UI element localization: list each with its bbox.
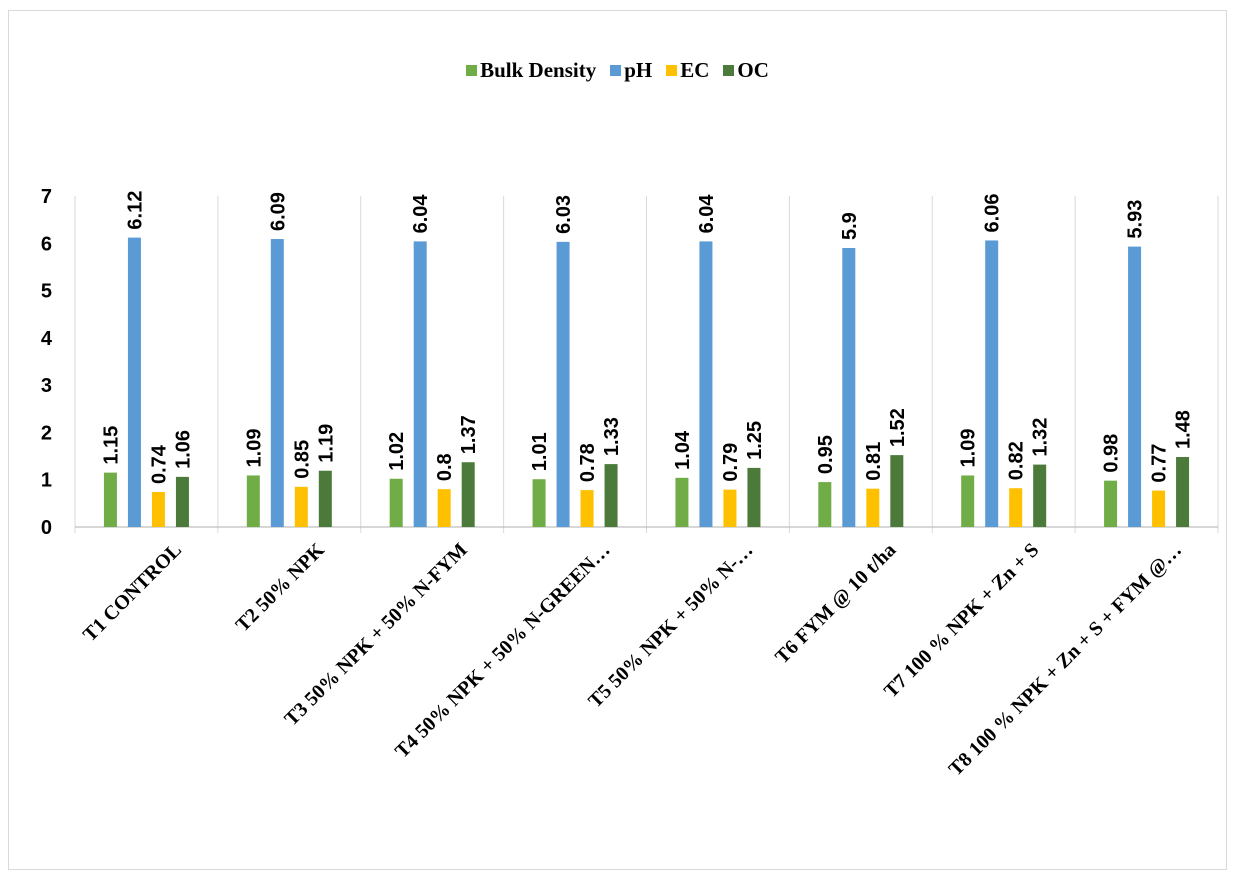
bar-bulk-density[interactable] [675,477,689,527]
bar-ph[interactable] [1128,246,1142,528]
bar-oc[interactable] [318,470,332,527]
y-tick-label: 7 [41,186,52,208]
y-tick-label: 6 [41,233,52,255]
bar-ph[interactable] [842,248,856,527]
data-label: 0.98 [1101,434,1123,473]
bar-ph[interactable] [556,241,570,528]
legend-item-oc[interactable]: OC [723,58,769,83]
data-label: 1.02 [386,432,408,471]
bar-ph[interactable] [413,241,427,527]
data-label: 1.37 [458,415,480,454]
bar-bulk-density[interactable] [961,475,975,527]
data-label: 0.85 [291,440,313,479]
bar-oc[interactable] [461,462,475,527]
x-tick-label: T6 FYM @ 10 t/ha [771,539,900,668]
data-label: 0.82 [1006,441,1028,480]
data-label: 6.09 [267,192,289,231]
x-tick-label: T2 50% NPK [232,539,330,637]
x-tick-label: T5 50% NPK + 50% N-… [584,539,757,712]
data-label: 0.8 [434,453,456,481]
data-label: 1.33 [601,417,623,456]
data-label: 0.79 [720,443,742,482]
bar-ph[interactable] [270,239,284,527]
data-label: 1.25 [744,421,766,460]
legend: Bulk Density pH EC OC [0,58,1235,83]
data-label: 6.06 [982,194,1004,233]
bar-oc[interactable] [1176,457,1190,527]
data-label: 1.09 [958,429,980,468]
data-label: 0.81 [863,442,885,481]
bar-ph[interactable] [127,237,141,527]
legend-item-ph[interactable]: pH [610,58,652,83]
data-label: 5.9 [839,212,861,240]
data-label: 1.19 [315,424,337,463]
bar-ec[interactable] [866,488,880,527]
bar-oc[interactable] [1033,464,1047,527]
legend-label-ph: pH [624,58,653,82]
x-tick-label: T7 100 % NPK + Zn + S [880,539,1043,702]
data-label: 6.12 [124,191,146,230]
data-label: 1.04 [672,430,694,470]
chart-frame [8,10,1227,870]
bar-bulk-density[interactable] [389,478,403,527]
bar-ec[interactable] [580,490,594,527]
legend-item-bulk-density[interactable]: Bulk Density [466,58,596,83]
bar-ec[interactable] [151,492,165,527]
bar-oc[interactable] [747,467,761,527]
y-tick-label: 3 [41,375,52,397]
data-label: 1.09 [243,429,265,468]
x-tick-label: T8 100 % NPK + Zn + S + FYM @… [945,539,1186,780]
bar-ec[interactable] [1152,490,1166,527]
bar-bulk-density[interactable] [1104,480,1118,527]
legend-label-oc: OC [737,58,769,82]
x-tick-label: T1 CONTROL [79,539,186,646]
y-tick-label: 2 [41,422,52,444]
bar-oc[interactable] [175,476,189,527]
y-tick-label: 0 [41,517,52,539]
data-label: 5.93 [1125,200,1147,239]
bar-bulk-density[interactable] [103,472,117,527]
bar-bulk-density[interactable] [246,475,260,527]
bar-ec[interactable] [1009,488,1023,527]
legend-swatch-oc [723,65,735,76]
data-label: 6.04 [410,194,432,234]
y-tick-label: 5 [41,281,52,303]
bar-oc[interactable] [890,455,904,527]
data-label: 0.78 [577,443,599,482]
bar-bulk-density[interactable] [532,479,546,527]
y-tick-label: 1 [41,470,52,492]
data-label: 0.74 [148,444,170,484]
legend-swatch-ec [666,65,678,76]
data-label: 0.95 [815,435,837,474]
bar-oc[interactable] [604,464,618,527]
data-label: 1.15 [100,426,122,465]
legend-label-bulk-density: Bulk Density [480,58,597,82]
legend-swatch-bulk-density [466,65,478,76]
bar-ec[interactable] [437,489,451,527]
data-label: 1.52 [887,408,909,447]
y-tick-label: 4 [41,328,53,350]
data-label: 0.77 [1149,444,1171,483]
data-label: 1.48 [1173,410,1195,449]
bar-ph[interactable] [699,241,713,527]
data-label: 6.03 [553,195,575,234]
bar-ec[interactable] [723,489,737,527]
data-label: 1.01 [529,432,551,471]
bar-ph[interactable] [985,240,999,527]
data-label: 6.04 [696,194,718,234]
legend-item-ec[interactable]: EC [666,58,709,83]
data-label: 1.06 [172,430,194,469]
bar-bulk-density[interactable] [818,482,832,527]
legend-swatch-ph [610,65,622,76]
legend-label-ec: EC [680,58,710,82]
data-label: 1.32 [1030,418,1052,457]
bar-ec[interactable] [294,486,308,527]
